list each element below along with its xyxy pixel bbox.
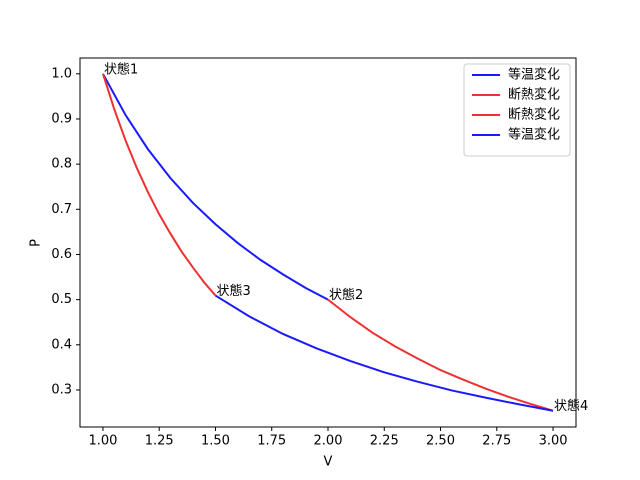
legend-label: 断熱変化	[508, 107, 560, 123]
annotation: 状態1	[104, 61, 138, 77]
line-series	[214, 294, 554, 412]
y-tick-label: 0.5	[51, 292, 72, 307]
x-tick-label: 2.50	[426, 434, 455, 449]
line-series	[102, 73, 329, 301]
annotation: 状態2	[329, 287, 363, 303]
y-axis-label: P	[29, 239, 44, 247]
legend-box	[463, 63, 571, 157]
x-tick-label: 1.25	[145, 434, 174, 449]
y-tick-label: 0.3	[51, 382, 72, 397]
x-tick-label: 2.25	[370, 434, 399, 449]
line-series	[327, 298, 554, 412]
y-tick-label: 0.8	[51, 157, 72, 172]
legend-label: 等温変化	[508, 127, 560, 143]
x-tick-label: 3.00	[539, 434, 568, 449]
annotation: 状態4	[554, 398, 588, 414]
x-tick-label: 1.50	[201, 434, 230, 449]
x-tick-label: 2.00	[314, 434, 343, 449]
y-tick-label: 0.6	[51, 247, 72, 262]
legend-label: 断熱変化	[508, 87, 560, 103]
y-tick-label: 0.7	[51, 202, 72, 217]
annotation: 状態3	[216, 283, 250, 299]
legend-label: 等温変化	[508, 67, 560, 83]
y-tick-label: 0.9	[51, 111, 72, 126]
x-tick-label: 1.00	[88, 434, 117, 449]
line-series	[102, 73, 217, 297]
y-tick-label: 1.0	[51, 66, 72, 81]
x-axis-label: V	[324, 455, 333, 470]
x-tick-label: 2.75	[482, 434, 511, 449]
y-tick-label: 0.4	[51, 337, 72, 352]
x-tick-label: 1.75	[257, 434, 286, 449]
plot-frame	[79, 57, 577, 428]
